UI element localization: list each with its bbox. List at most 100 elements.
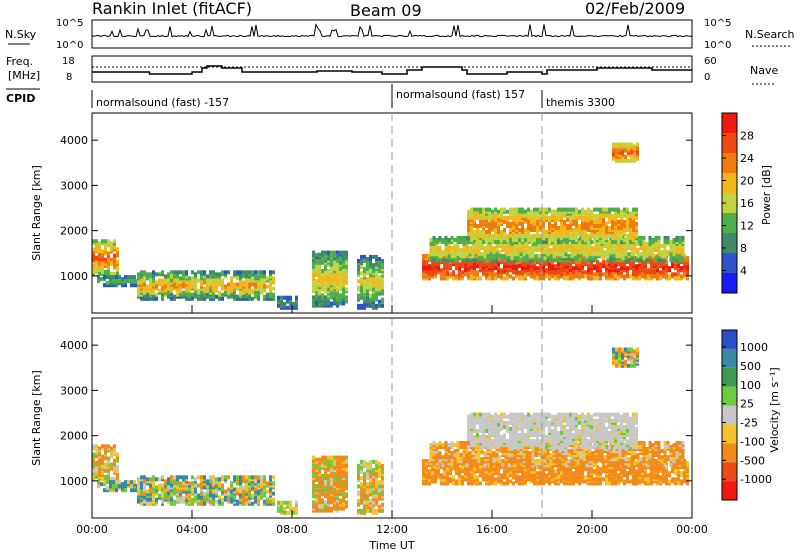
power-echo-cell	[630, 250, 634, 255]
velocity-echo-cell	[170, 483, 173, 488]
power-echo-cell	[230, 278, 233, 283]
power-echo-cell	[533, 262, 536, 267]
velocity-echo-cell	[548, 467, 551, 472]
power-echo-cell	[651, 252, 655, 257]
power-echo-cell	[497, 262, 500, 267]
velocity-echo-cell	[197, 483, 200, 488]
velocity-echo-cell	[260, 475, 263, 480]
velocity-echo-cell	[167, 477, 170, 482]
power-echo-cell	[467, 274, 470, 279]
velocity-echo-cell	[381, 470, 384, 475]
velocity-echo-cell	[277, 500, 280, 505]
power-echo-cell	[248, 278, 251, 283]
power-echo-cell	[164, 278, 167, 283]
power-echo-cell	[485, 232, 488, 237]
velocity-echo-cell	[98, 468, 101, 473]
power-echo-cell	[336, 250, 339, 255]
velocity-echo-cell	[530, 467, 533, 472]
power-echo-cell	[566, 276, 569, 281]
power-echo-cell	[428, 264, 431, 269]
velocity-echo-cell	[140, 489, 143, 494]
velocity-echo-cell	[533, 473, 536, 478]
power-echo-cell	[554, 213, 557, 218]
power-echo-cell	[479, 209, 482, 214]
power-echo-cell	[324, 287, 327, 292]
velocity-echo-cell	[176, 475, 179, 480]
power-echo-cell	[473, 213, 476, 218]
velocity-echo-cell	[152, 487, 155, 492]
velocity-echo-cell	[185, 495, 188, 500]
velocity-echo-cell	[104, 444, 107, 449]
power-echo-cell	[149, 272, 152, 277]
power-echo-cell	[327, 281, 330, 286]
power-echo-cell	[542, 228, 545, 232]
power-echo-cell	[315, 293, 318, 298]
velocity-echo-cell	[170, 475, 173, 480]
power-echo-cell	[357, 273, 360, 278]
velocity-echo-cell	[524, 467, 527, 472]
power-echo-cell	[191, 292, 194, 297]
power-echo-cell	[675, 244, 679, 249]
power-echo-cell	[509, 226, 512, 230]
velocity-echo-cell	[242, 479, 245, 484]
power-echo-cell	[654, 238, 658, 242]
power-echo-cell	[626, 219, 629, 224]
velocity-echo-cell	[203, 479, 206, 484]
power-echo-cell	[602, 260, 605, 265]
power-echo-cell	[333, 266, 336, 271]
power-echo-cell	[629, 213, 632, 218]
power-echo-cell	[669, 256, 673, 261]
power-echo-cell	[161, 290, 164, 295]
power-echo-cell	[339, 297, 342, 302]
velocity-echo-cell	[375, 490, 378, 495]
velocity-echo-cell	[378, 474, 381, 479]
velocity-echo-cell	[324, 461, 327, 466]
power-echo-cell	[485, 274, 488, 279]
power-echo-cell	[381, 285, 384, 290]
power-echo-cell	[536, 226, 539, 230]
power-echo-cell	[675, 250, 679, 255]
power-echo-cell	[627, 244, 631, 249]
velocity-echo-cell	[515, 469, 518, 474]
power-echo-cell	[375, 263, 378, 268]
velocity-echo-cell	[113, 458, 116, 463]
power-echo-cell	[312, 277, 315, 282]
velocity-echo-cell	[283, 506, 286, 511]
power-echo-cell	[644, 274, 647, 279]
power-echo-cell	[674, 262, 677, 267]
power-echo-cell	[621, 146, 624, 151]
power-echo-cell	[645, 244, 649, 249]
power-echo-cell	[537, 244, 541, 249]
velocity-echo-cell	[381, 502, 384, 507]
power-echo-cell	[473, 274, 476, 279]
power-echo-cell	[149, 296, 152, 301]
velocity-echo-cell	[116, 468, 119, 473]
power-echo-cell	[375, 254, 378, 259]
power-echo-cell	[510, 248, 514, 253]
velocity-echo-cell	[312, 474, 315, 478]
power-echo-cell	[218, 290, 221, 295]
power-echo-cell	[200, 296, 203, 301]
power-echo-cell	[497, 221, 500, 226]
velocity-echo-cell	[95, 460, 98, 465]
velocity-echo-cell	[321, 486, 324, 491]
power-echo-cell	[339, 271, 342, 275]
power-echo-cell	[603, 254, 607, 259]
power-echo-cell	[492, 254, 496, 259]
power-echo-cell	[594, 252, 598, 257]
velocity-echo-cell	[269, 489, 272, 494]
velocity-echo-cell	[518, 475, 521, 480]
velocity-echo-cell	[318, 480, 321, 485]
velocity-echo-cell	[345, 486, 348, 491]
power-echo-cell	[437, 268, 440, 273]
power-echo-cell	[206, 278, 209, 283]
power-echo-cell	[242, 290, 245, 295]
y-tick-label: 1000	[60, 270, 88, 283]
power-echo-cell	[113, 263, 116, 268]
velocity-echo-cell	[497, 473, 500, 478]
velocity-echo-cell	[425, 461, 428, 466]
velocity-echo-cell	[104, 446, 107, 451]
power-echo-cell	[626, 266, 629, 271]
power-echo-cell	[488, 232, 491, 237]
power-echo-cell	[531, 244, 535, 249]
